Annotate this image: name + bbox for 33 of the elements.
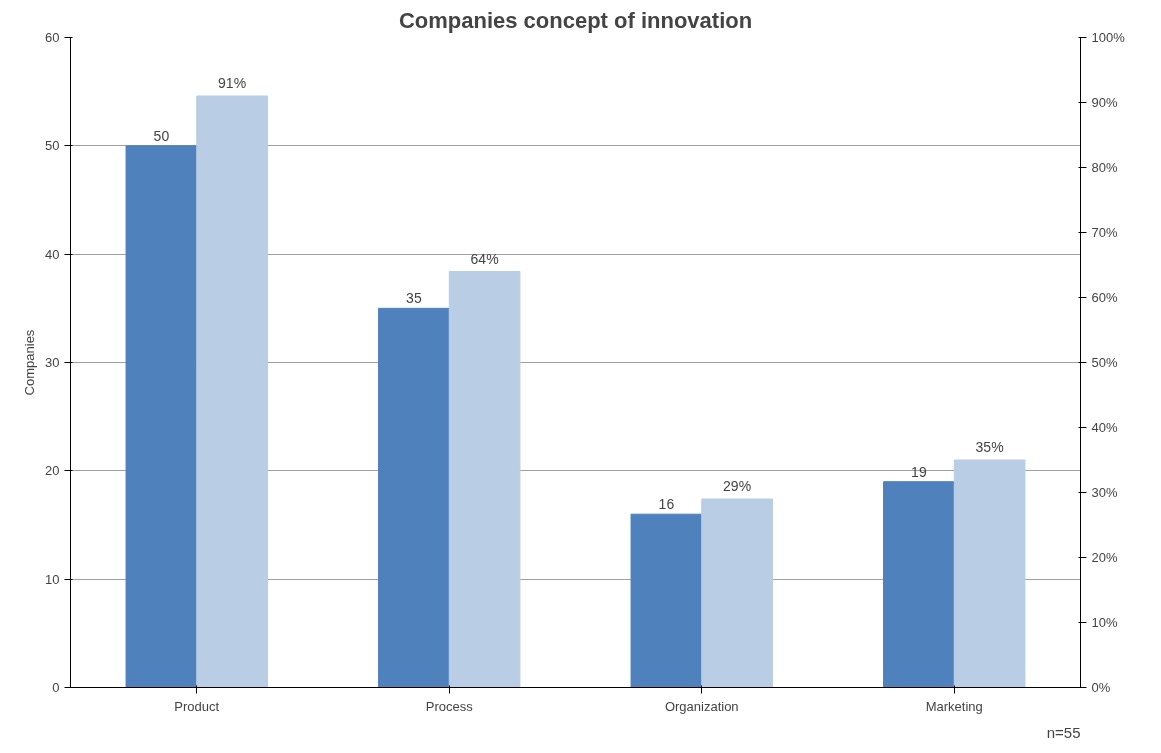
- y-tick-label: 40: [45, 246, 60, 262]
- y-tick-label: 30: [45, 355, 60, 370]
- data-label: 64%: [470, 250, 499, 267]
- y2-tick-label: 30%: [1091, 485, 1118, 500]
- y2-tick-label: 50%: [1091, 355, 1118, 370]
- text: n=55: [1046, 723, 1081, 741]
- data-label: 16: [658, 496, 675, 513]
- y2-tick-label: 100%: [1091, 30, 1126, 45]
- x-tick-label: Product: [174, 698, 220, 714]
- y2-tick-label: 80%: [1091, 160, 1118, 175]
- x-tick-label: Process: [425, 698, 474, 714]
- y-tick-label: 20: [45, 463, 60, 479]
- data-label: 91%: [218, 75, 247, 91]
- data-label: 35: [406, 290, 422, 307]
- y-tick-label: 50: [45, 138, 60, 154]
- data-label: 50: [153, 127, 170, 144]
- x-tick-label: Marketing: [925, 698, 983, 714]
- y2-tick-label: 90%: [1091, 95, 1118, 110]
- y-axis-title: Companies: [22, 329, 38, 396]
- y2-tick-label: 60%: [1091, 290, 1118, 305]
- y2-tick-label: 40%: [1091, 420, 1118, 435]
- chart-title: Companies concept of innovation: [398, 7, 753, 33]
- y-tick-label: 0: [52, 680, 60, 695]
- y2-tick-label: 20%: [1091, 550, 1118, 565]
- data-label: 19: [911, 463, 927, 480]
- data-label: 29%: [723, 478, 752, 494]
- y2-tick-label: 70%: [1091, 225, 1118, 240]
- x-tick-label: Organization: [664, 698, 739, 714]
- y2-tick-label: 10%: [1091, 615, 1118, 630]
- y-tick-label: 10: [45, 571, 60, 587]
- y-tick-label: 60: [45, 30, 60, 45]
- data-label: 35%: [975, 439, 1004, 455]
- y2-tick-label: 0%: [1091, 680, 1111, 695]
